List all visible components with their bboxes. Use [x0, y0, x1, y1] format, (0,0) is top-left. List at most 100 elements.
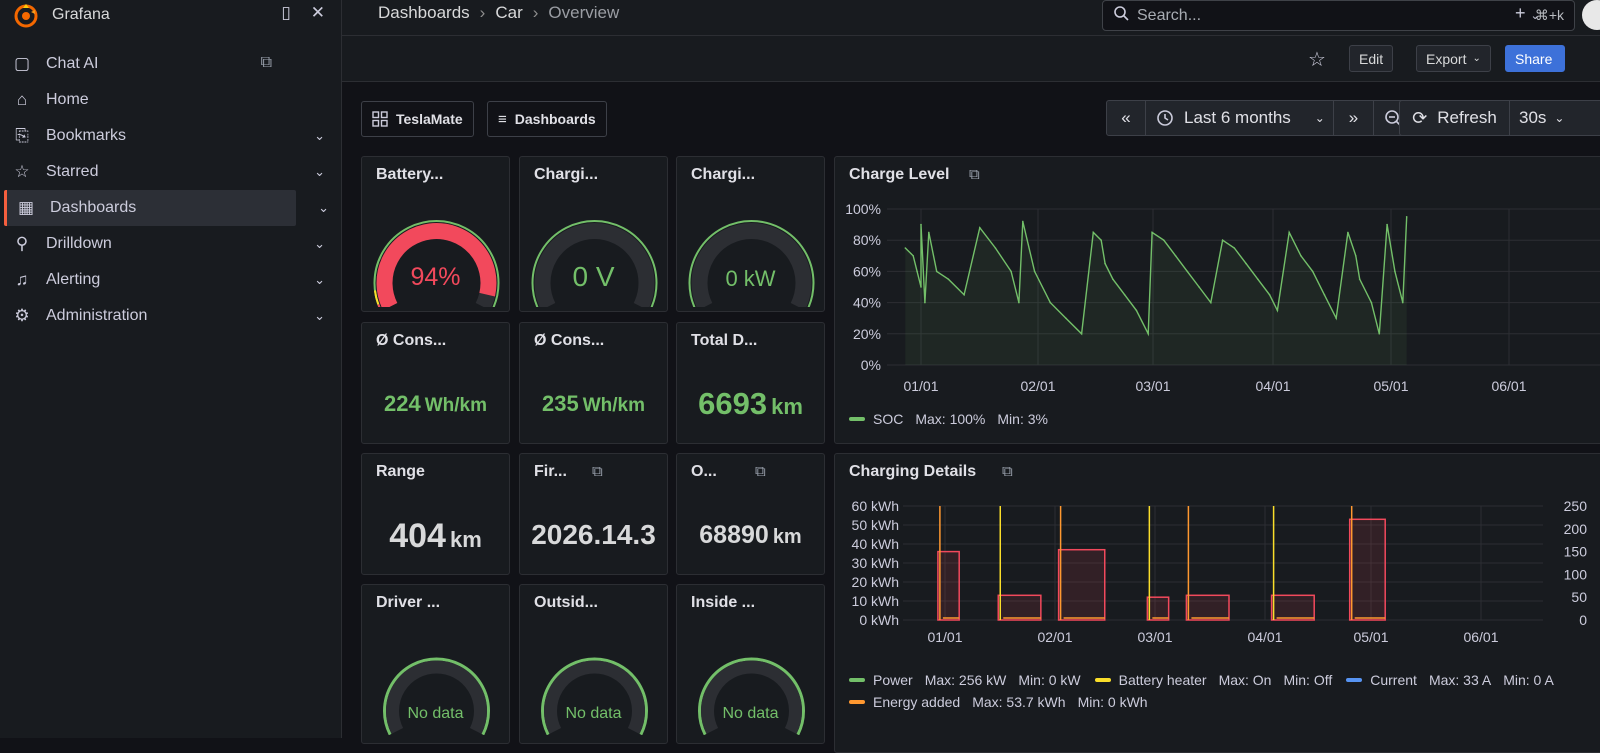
- legend-min: Min: 0 kWh: [1077, 694, 1148, 710]
- firmware-panel: Fir... ⧉ 2026.14.3: [519, 453, 668, 575]
- shift-back-button[interactable]: «: [1107, 101, 1146, 135]
- chevron-down-icon[interactable]: ⌄: [314, 236, 325, 251]
- dock-menu-icon[interactable]: ▯: [281, 3, 291, 22]
- refresh-button[interactable]: ⟳ Refresh: [1400, 101, 1510, 135]
- soc-point: [1233, 247, 1236, 249]
- chevron-down-icon[interactable]: ⌄: [314, 128, 325, 143]
- new-button[interactable]: + ⌄: [1515, 3, 1540, 24]
- legend-item-soc[interactable]: SOC Max: 100% Min: 3%: [849, 411, 1048, 427]
- breadcrumb: Dashboards › Car › Overview: [378, 3, 619, 23]
- total-distance-panel: Total D... 6693 km: [676, 322, 825, 444]
- legend-min-value: 0 kW: [1048, 672, 1081, 688]
- y-tick-label-left: 30 kWh: [852, 555, 899, 571]
- gauge-track: [691, 223, 812, 307]
- external-link-icon[interactable]: ⧉: [1002, 463, 1013, 480]
- external-link-icon[interactable]: ⧉: [969, 166, 980, 183]
- soc-point: [1323, 294, 1326, 296]
- external-link-icon[interactable]: ⧉: [260, 54, 272, 71]
- chevron-down-icon[interactable]: ⌄: [318, 200, 329, 215]
- charging-session-bar: [937, 550, 960, 621]
- star-icon[interactable]: ☆: [1308, 49, 1326, 71]
- x-tick-label: 02/01: [1037, 629, 1072, 645]
- bookmark-icon: ⎘: [15, 126, 29, 145]
- total-distance-stat: 6693 km: [677, 386, 824, 422]
- soc-point: [916, 270, 918, 273]
- sidebar-item-drilldown[interactable]: ⚲ Drilldown ⌄: [0, 226, 342, 262]
- sidebar-item-dashboards[interactable]: ▦ Dashboards ⌄: [4, 190, 329, 226]
- close-menu-icon[interactable]: ✕: [310, 3, 325, 22]
- search-shortcut: ⌘+k: [1534, 7, 1564, 23]
- dashboard-controls: TeslaMate ≡ Dashboards « Last 6 months ⌄…: [342, 82, 1600, 154]
- consumption-gross-value: 235: [542, 391, 579, 416]
- charging-power-panel: Chargi... 0 kW: [676, 156, 825, 312]
- battery-value: 94%: [410, 263, 461, 291]
- soc-point: [1147, 333, 1149, 335]
- time-picker: « Last 6 months ⌄ »: [1106, 100, 1413, 136]
- legend-max: Max: On: [1218, 672, 1272, 688]
- dashboards-icon: ▦: [17, 198, 35, 217]
- soc-area: [905, 216, 1407, 365]
- y-tick-label-left: 40 kWh: [852, 536, 899, 552]
- chevron-right-icon: ›: [479, 3, 486, 22]
- legend-swatch: [849, 700, 865, 704]
- search-input[interactable]: Search... ⌘+k: [1102, 0, 1575, 31]
- export-label: Export: [1426, 50, 1467, 67]
- sidebar-item-administration[interactable]: ⚙ Administration ⌄: [0, 298, 342, 334]
- breadcrumb-car[interactable]: Car: [495, 3, 523, 22]
- breadcrumb-dashboards[interactable]: Dashboards: [378, 3, 470, 22]
- sidebar-item-alerting[interactable]: ♫ Alerting ⌄: [0, 262, 342, 298]
- legend-max-value: 33 A: [1463, 672, 1492, 688]
- external-link-icon[interactable]: ⧉: [592, 463, 603, 480]
- avatar[interactable]: [1582, 0, 1600, 30]
- sidebar: Grafana ▯ ✕ ▢ Chat AI ⧉ ⌂ Home ⎘ Bookmarks ⌄ ☆ St…: [0, 0, 342, 738]
- legend-max-value: 53.7 kWh: [1006, 694, 1066, 710]
- share-button[interactable]: Share: [1505, 45, 1565, 72]
- legend-max: Max: 33 A: [1428, 672, 1492, 688]
- legend-item-current[interactable]: Current Max: 33 A Min: 0 A: [1346, 672, 1554, 688]
- legend-max: Max: 100%: [915, 411, 986, 427]
- refresh-label: Refresh: [1437, 108, 1497, 127]
- soc-point: [1210, 301, 1212, 304]
- gauge-threshold: [373, 220, 500, 307]
- odometer-stat: 68890 km: [677, 521, 824, 550]
- charge-level-chart: 100% 80% 60% 40% 20% 0% 01/01 02/01 03/01 04/01 05…: [845, 201, 1600, 394]
- charging-details-chart: 60 kWh 50 kWh 40 kWh 30 kWh 20 kWh 10 kWh 0 kW…: [852, 498, 1588, 645]
- x-tick-label: 01/01: [903, 378, 938, 394]
- double-chevron-right-icon: »: [1348, 108, 1359, 127]
- panel-title: Chargi...: [534, 166, 599, 183]
- brand: Grafana: [0, 0, 341, 29]
- legend-item-power[interactable]: Power Max: 256 kW Min: 0 kW: [849, 672, 1081, 688]
- sidebar-item-bookmarks[interactable]: ⎘ Bookmarks ⌄: [0, 118, 342, 154]
- shift-forward-button[interactable]: »: [1334, 101, 1374, 135]
- y-tick-label-left: 0 kWh: [859, 612, 899, 628]
- grafana-logo-icon[interactable]: [13, 2, 39, 28]
- y-tick-label-right: 0: [1579, 612, 1587, 628]
- link-dashboards[interactable]: ≡ Dashboards: [487, 101, 607, 137]
- consumption-gross-stat: 235 Wh/km: [520, 391, 667, 417]
- outside-temp-gauge: [541, 657, 648, 735]
- chevron-down-icon[interactable]: ⌄: [314, 164, 325, 179]
- soc-point: [963, 294, 965, 296]
- sidebar-item-home[interactable]: ⌂ Home: [0, 82, 342, 118]
- refresh-interval-select[interactable]: 30s ⌄: [1510, 101, 1600, 135]
- sidebar-item-starred[interactable]: ☆ Starred ⌄: [0, 154, 342, 190]
- drilldown-icon: ⚲: [15, 234, 29, 253]
- legend-max: Max: 53.7 kWh: [972, 694, 1066, 710]
- edit-button[interactable]: Edit: [1349, 45, 1394, 72]
- legend-item-energy-added[interactable]: Energy added Max: 53.7 kWh Min: 0 kWh: [849, 694, 1148, 710]
- link-teslamate[interactable]: TeslaMate: [361, 101, 474, 137]
- soc-point: [1245, 262, 1247, 265]
- chevron-down-icon[interactable]: ⌄: [314, 272, 325, 287]
- time-range-button[interactable]: Last 6 months ⌄: [1146, 101, 1334, 135]
- firmware-value: 2026.14.3: [531, 519, 656, 550]
- sidebar-item-chat-ai[interactable]: ▢ Chat AI ⧉: [0, 46, 342, 82]
- panel-title: Driver ...: [376, 594, 441, 611]
- odometer-unit: km: [772, 526, 802, 548]
- external-link-icon[interactable]: ⧉: [755, 463, 766, 480]
- gauge-track: [534, 223, 655, 307]
- legend-item-battery-heater[interactable]: Battery heater Max: On Min: Off: [1094, 672, 1332, 688]
- soc-point: [1018, 301, 1020, 304]
- export-button[interactable]: Export ⌄: [1416, 45, 1491, 72]
- charging-power-gauge: [688, 220, 815, 307]
- chevron-down-icon[interactable]: ⌄: [314, 308, 325, 323]
